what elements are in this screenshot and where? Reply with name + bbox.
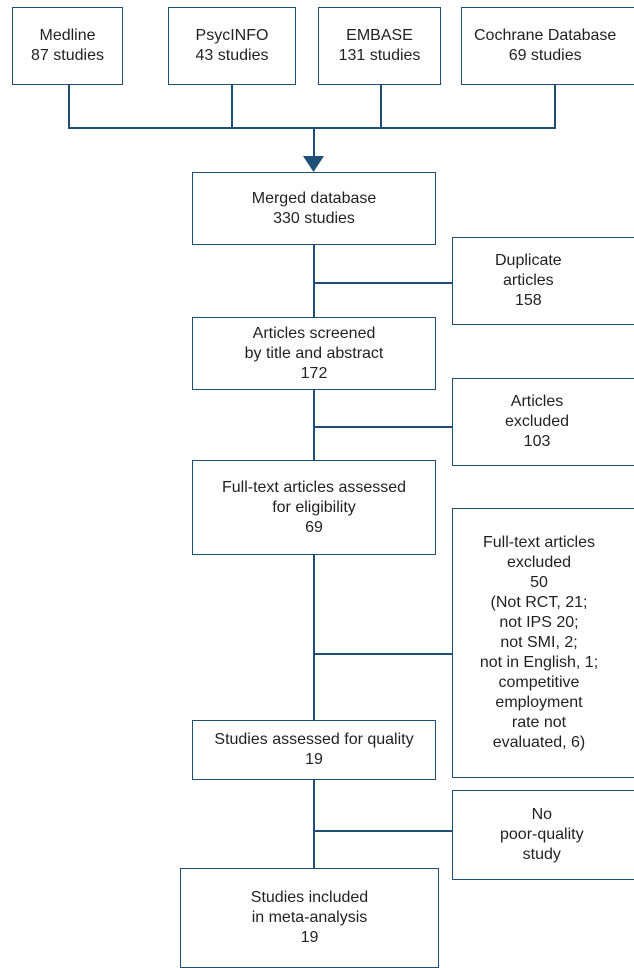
connector-line [231, 85, 233, 128]
merged-database-label: Merged database 330 studies [251, 189, 377, 227]
branch-line [313, 653, 453, 655]
screened-label: Articles screened by title and abstract … [244, 324, 384, 382]
merged-database-box: Merged database 330 studies [192, 172, 436, 245]
flow-line [313, 555, 315, 720]
source-name: Cochrane Database [474, 27, 617, 44]
quality-assessed-box: Studies assessed for quality 19 [192, 720, 436, 780]
source-count: 69 studies [508, 47, 582, 64]
fulltext-excluded-box: Full-text articles excluded 50 (Not RCT,… [452, 508, 634, 778]
excluded-label: Articles excluded 103 [505, 393, 570, 450]
connector-line [554, 85, 556, 128]
source-count: 131 studies [338, 47, 421, 64]
fulltext-assessed-box: Full-text articles assessed for eligibil… [192, 460, 436, 555]
connector-line [68, 85, 70, 128]
source-name: Medline [39, 27, 96, 44]
source-box-psycinfo: PsycINFO 43 studies [168, 7, 296, 85]
source-name: PsycINFO [195, 27, 269, 44]
flow-line [313, 780, 315, 868]
source-count: 43 studies [195, 47, 269, 64]
branch-line [313, 426, 453, 428]
source-box-cochrane: Cochrane Database 69 studies [461, 7, 634, 85]
flow-line [313, 390, 315, 460]
arrow-down-icon [303, 156, 324, 172]
quality-assessed-label: Studies assessed for quality 19 [214, 731, 414, 768]
source-count: 87 studies [31, 47, 104, 64]
included-box: Studies included in meta-analysis 19 [180, 868, 439, 968]
poor-quality-box: No poor-quality study [452, 790, 634, 880]
source-name: EMBASE [346, 27, 413, 44]
source-box-embase: EMBASE 131 studies [318, 7, 441, 85]
screened-box: Articles screened by title and abstract … [192, 317, 436, 390]
included-label: Studies included in meta-analysis 19 [250, 889, 369, 946]
fulltext-excluded-label: Full-text articles excluded 50 (Not RCT,… [479, 534, 599, 751]
duplicates-label: Duplicate articles 158 [495, 252, 562, 309]
source-box-medline: Medline 87 studies [12, 7, 123, 85]
fulltext-assessed-label: Full-text articles assessed for eligibil… [221, 478, 407, 536]
branch-line [313, 282, 453, 284]
excluded-box: Articles excluded 103 [452, 378, 634, 466]
connector-line [68, 127, 556, 129]
branch-line [313, 830, 453, 832]
duplicates-box: Duplicate articles 158 [452, 237, 634, 325]
poor-quality-label: No poor-quality study [500, 806, 584, 863]
flow-line [313, 245, 315, 317]
connector-line [380, 85, 382, 128]
connector-line [313, 127, 315, 160]
